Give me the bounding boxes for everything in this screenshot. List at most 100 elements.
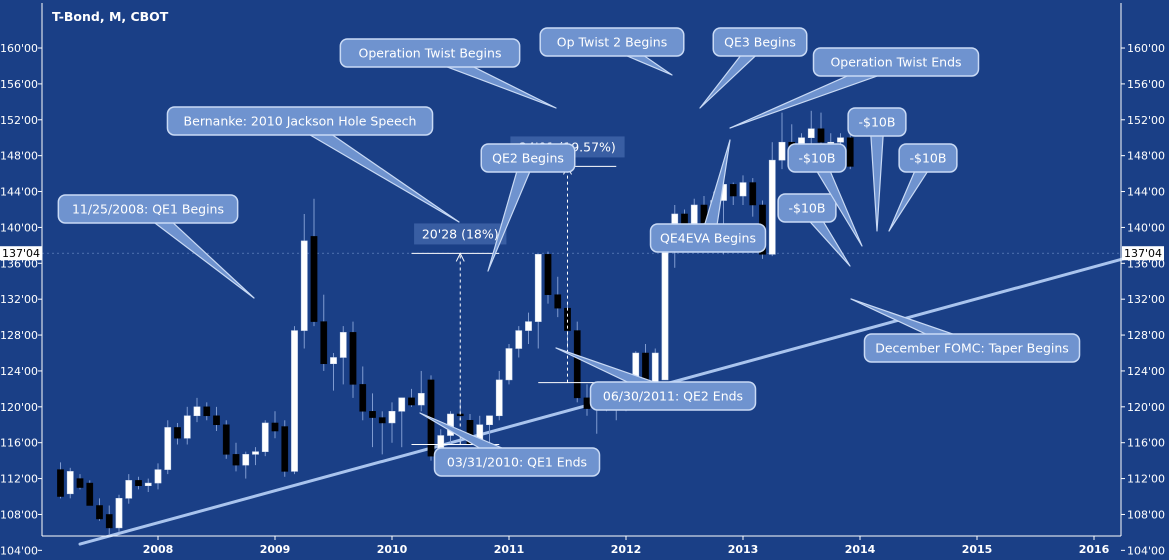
candle-down: [213, 415, 220, 426]
x-tick-label: 2016: [1079, 543, 1110, 556]
y-tick-label-right: 148'00: [1127, 150, 1165, 163]
candle-up: [525, 321, 532, 331]
callout-box: [339, 38, 521, 68]
y-tick-label-left: 148'00: [0, 150, 38, 163]
candle-up: [144, 482, 152, 487]
y-tick-label-right: 160'00: [1127, 42, 1165, 55]
y-tick-label-right: 144'00: [1127, 186, 1165, 199]
y-tick-label-right: 140'00: [1127, 221, 1165, 234]
y-tick-label-left: 140'00: [0, 221, 38, 234]
last-price-badge-left: [0, 246, 42, 261]
candle-up: [651, 352, 659, 382]
candle-up: [807, 128, 815, 138]
candle-up: [261, 422, 269, 452]
candle-up: [778, 141, 786, 161]
measure-arrow: [455, 252, 465, 262]
x-tick-label: 2009: [260, 543, 291, 556]
callout-box: [898, 143, 958, 173]
y-tick-label-right: 128'00: [1127, 329, 1165, 342]
chart-title: T-Bond, M, CBOT: [52, 9, 169, 24]
callout-box: [863, 333, 1081, 363]
candle-down: [378, 417, 386, 424]
y-tick-label-left: 124'00: [0, 365, 38, 378]
candle-up: [505, 348, 513, 381]
candle-down: [320, 321, 328, 365]
candle-up: [164, 427, 172, 470]
candle-down: [349, 332, 357, 385]
callout-label: QE3 Begins: [724, 35, 796, 50]
y-tick-label-right: 156'00: [1127, 78, 1165, 91]
last-price-badge-right: [1122, 246, 1164, 261]
candle-up: [398, 397, 406, 412]
y-tick-label-left: 152'00: [0, 114, 38, 127]
candle-up: [534, 254, 542, 322]
candle-down: [281, 426, 289, 472]
x-tick-label: 2011: [494, 543, 525, 556]
callout-box: [649, 223, 767, 253]
candle-down: [554, 294, 562, 309]
callout-label: 11/25/2008: QE1 Begins: [72, 202, 224, 217]
callout-box: [787, 143, 847, 173]
measure-label-box: [414, 223, 507, 245]
candle-up: [388, 411, 396, 424]
candle-down: [86, 482, 94, 506]
callout-layer: 11/25/2008: QE1 Begins Bernanke: 2010 Jac…: [57, 27, 1081, 477]
candle-down: [642, 352, 649, 382]
candle-down: [174, 427, 181, 439]
callout-box: [589, 381, 757, 411]
last-price-label-left: 137'04: [2, 247, 40, 260]
candle-down: [271, 422, 279, 432]
callout-box: [480, 143, 576, 173]
candle-up: [330, 357, 337, 365]
callout-label: QE2 Begins: [492, 151, 564, 166]
x-tick-label: 2015: [962, 543, 993, 556]
candle-down: [57, 469, 64, 497]
candle-down: [583, 397, 591, 409]
y-tick-label-right: 104'00: [1127, 544, 1165, 557]
y-tick-label-left: 160'00: [0, 42, 38, 55]
last-price-label-right: 137'04: [1124, 247, 1162, 260]
candle-up: [115, 498, 123, 529]
candle-up: [417, 393, 425, 406]
candle-down: [846, 137, 854, 167]
candle-down: [232, 454, 240, 466]
callout-label: -$10B: [910, 151, 947, 166]
y-tick-label-left: 128'00: [0, 329, 38, 342]
candle-up: [827, 141, 835, 144]
candle-up: [661, 249, 669, 381]
candle-up: [252, 451, 259, 455]
y-tick-label-right: 132'00: [1127, 293, 1165, 306]
callout-label: -$10B: [789, 201, 826, 216]
candle-down: [96, 505, 103, 520]
candle-down: [203, 406, 211, 417]
callout-label: -$10B: [859, 115, 896, 130]
y-tick-label-right: 120'00: [1127, 401, 1165, 414]
measure-label: 20'28 (18%): [422, 226, 499, 241]
callout-label: Operation Twist Begins: [359, 46, 502, 61]
candle-down: [544, 254, 552, 295]
candle-up: [193, 406, 201, 417]
y-tick-label-right: 124'00: [1127, 365, 1165, 378]
x-tick-label: 2014: [845, 543, 876, 556]
candle-down: [749, 182, 757, 206]
y-tick-label-right: 108'00: [1127, 508, 1165, 521]
candle-down: [76, 478, 84, 488]
callout-label: -$10B: [799, 151, 836, 166]
y-tick-label-right: 112'00: [1127, 473, 1165, 486]
candle-down: [817, 128, 825, 143]
y-tick-label-right: 152'00: [1127, 114, 1165, 127]
candle-down: [105, 514, 113, 529]
candle-up: [154, 469, 162, 484]
y-tick-label-right: 116'00: [1127, 437, 1165, 450]
callout-box: [433, 447, 601, 477]
candle-up: [183, 415, 191, 439]
candle-up: [339, 332, 347, 358]
candle-up: [515, 330, 523, 349]
x-tick-label: 2013: [728, 543, 759, 556]
callout-box: [57, 194, 239, 224]
y-tick-label-left: 136'00: [0, 257, 38, 270]
y-tick-label-left: 156'00: [0, 78, 38, 91]
candle-down: [369, 411, 376, 418]
callout-label: QE4EVA Begins: [660, 231, 756, 246]
